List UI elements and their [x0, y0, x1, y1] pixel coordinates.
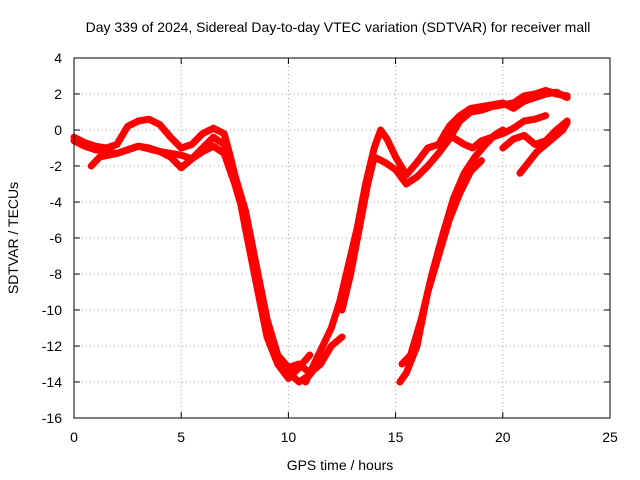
x-tick-label: 25: [602, 429, 618, 445]
series-markers: [88, 143, 345, 376]
chart-title: Day 339 of 2024, Sidereal Day-to-day VTE…: [86, 19, 591, 35]
y-tick-label: 0: [54, 122, 62, 138]
x-axis-label: GPS time / hours: [287, 457, 394, 473]
y-tick-label: -16: [42, 410, 62, 426]
series-markers: [339, 87, 571, 313]
label-layer: 0 5 10 15 20 25 -16 -14 -12 -10 -8 -6 -4 -2 0 2 4: [42, 50, 618, 445]
x-tick-label: 10: [281, 429, 297, 445]
x-tick-label: 5: [177, 429, 185, 445]
y-tick-label: -8: [50, 266, 63, 282]
y-tick-label: -6: [50, 230, 63, 246]
x-tick-label: 15: [388, 429, 404, 445]
x-tick-label: 0: [70, 429, 78, 445]
series-track-h: [441, 112, 550, 152]
y-tick-label: 2: [54, 86, 62, 102]
y-tick-label: -4: [50, 194, 63, 210]
y-axis-label: SDTVAR / TECUs: [5, 182, 21, 294]
x-tick-label: 20: [495, 429, 511, 445]
series-track-j: [516, 119, 571, 177]
y-tick-label: -12: [42, 338, 62, 354]
series-track-c: [87, 142, 346, 377]
y-tick-label: -10: [42, 302, 62, 318]
y-tick-label: -14: [42, 374, 62, 390]
y-tick-label: -2: [50, 158, 63, 174]
series-track-d: [302, 88, 571, 386]
series-markers: [517, 119, 571, 177]
y-tick-label: 4: [54, 50, 62, 66]
data-layer: [70, 86, 571, 386]
series-markers: [441, 112, 549, 151]
tick-layer: [73, 57, 611, 419]
